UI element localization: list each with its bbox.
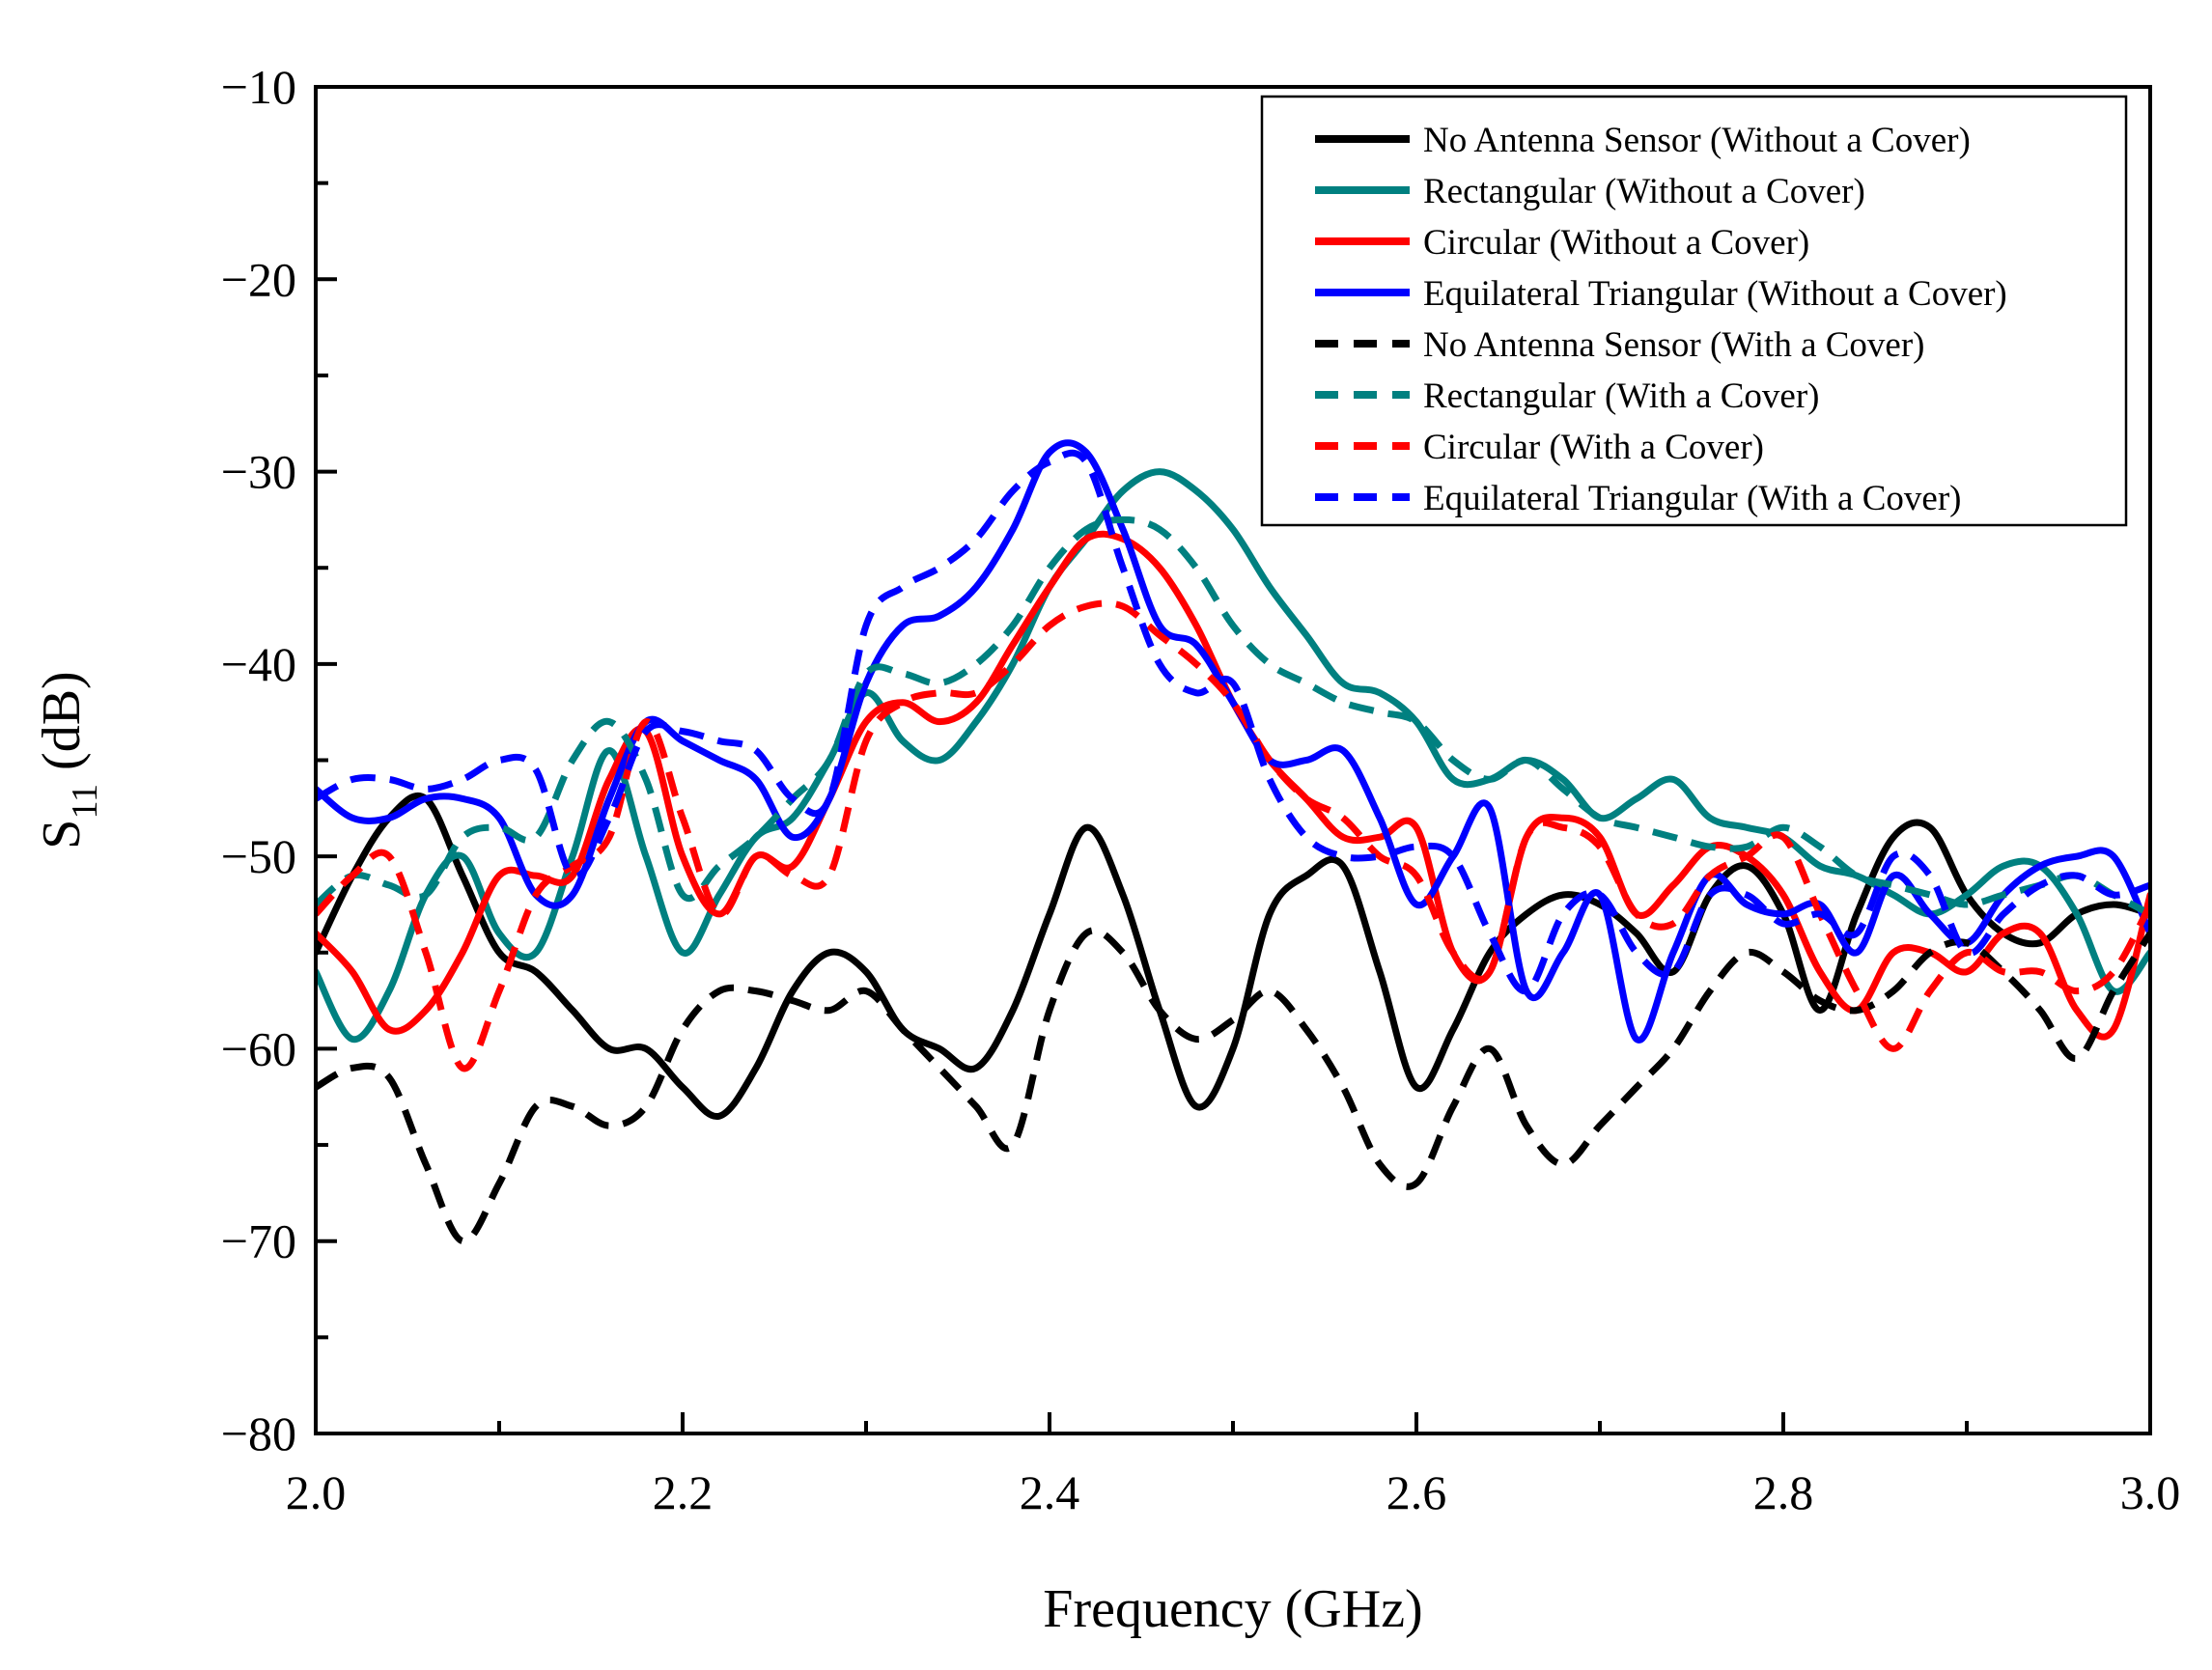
y-tick-label: −10 xyxy=(221,60,296,114)
series-line-0 xyxy=(316,792,2150,1120)
x-tick-label: 2.4 xyxy=(1020,1465,1080,1519)
y-tick-label: −50 xyxy=(221,829,296,883)
y-tick-label: −20 xyxy=(221,252,296,306)
legend-label-2: Circular (Without a Cover) xyxy=(1423,223,1809,263)
series-line-6 xyxy=(316,599,2150,1072)
series-line-4 xyxy=(316,927,2150,1245)
legend-label-3: Equilateral Triangular (Without a Cover) xyxy=(1423,274,2007,314)
y-axis-title-main: S xyxy=(32,820,92,849)
legend-label-7: Equilateral Triangular (With a Cover) xyxy=(1423,479,1961,518)
y-tick-label: −30 xyxy=(221,445,296,499)
legend-label-4: No Antenna Sensor (With a Cover) xyxy=(1423,325,1924,365)
legend: No Antenna Sensor (Without a Cover) Recta… xyxy=(1260,95,2128,527)
x-tick-label: 2.0 xyxy=(286,1465,347,1519)
y-tick-label: −70 xyxy=(221,1214,296,1268)
x-tick-label: 2.8 xyxy=(1753,1465,1814,1519)
series-layer xyxy=(316,439,2150,1245)
x-tick-label: 3.0 xyxy=(2120,1465,2181,1519)
legend-label-0: No Antenna Sensor (Without a Cover) xyxy=(1423,121,1971,160)
legend-label-5: Rectangular (With a Cover) xyxy=(1423,376,1820,416)
legend-label-6: Circular (With a Cover) xyxy=(1423,428,1764,467)
x-tick-label: 2.6 xyxy=(1386,1465,1447,1519)
series-line-1 xyxy=(316,468,2150,1044)
y-axis-title: S11 (dB) xyxy=(32,671,105,849)
y-axis-title-unit: (dB) xyxy=(32,671,92,770)
series-line-5 xyxy=(316,515,2150,918)
x-axis-title: Frequency (GHz) xyxy=(1043,1579,1422,1639)
y-tick-label: −80 xyxy=(221,1406,296,1461)
y-tick-label: −60 xyxy=(221,1021,296,1075)
legend-label-1: Rectangular (Without a Cover) xyxy=(1423,172,1865,211)
y-tick-label: −40 xyxy=(221,637,296,691)
series-line-7 xyxy=(316,449,2150,995)
x-tick-label: 2.2 xyxy=(653,1465,714,1519)
axes-layer: 2.0 2.2 2.4 2.6 2.8 3.0 −80 −70 −60 −50 −40 −30 −20 −… xyxy=(32,60,2180,1639)
y-axis-title-sub: 11 xyxy=(65,784,105,820)
legend-box xyxy=(1260,95,2128,527)
